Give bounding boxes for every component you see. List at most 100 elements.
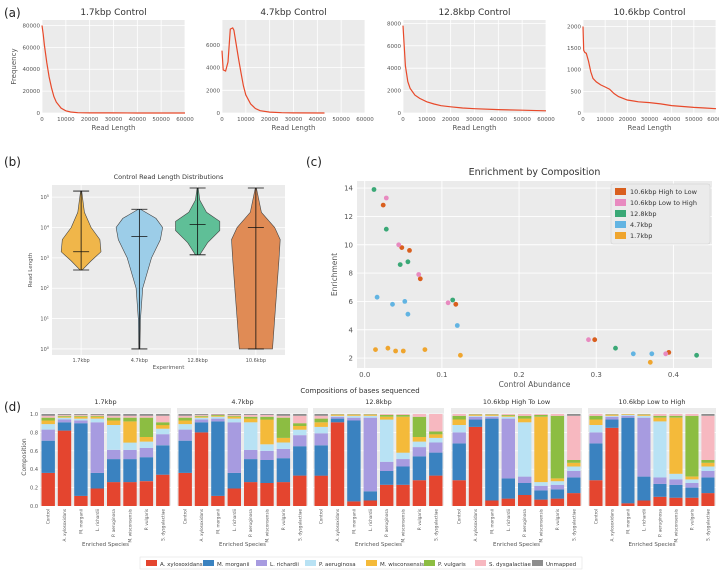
scatter-point <box>592 337 598 343</box>
chart-title: Enrichment by Composition <box>469 167 601 178</box>
bar-segment-pvulgaris <box>685 415 699 477</box>
bar-segment-sdysgalactiae <box>380 414 394 415</box>
x-tick-label: A. xylosoxidans <box>335 509 340 541</box>
scatter-point <box>694 352 699 358</box>
bar-segment-paeruginosa <box>534 482 548 486</box>
bar-segment-axylosoxidans <box>621 503 635 506</box>
bar-segment-pvulgaris <box>347 414 361 415</box>
bar-segment-paeruginosa <box>41 424 55 430</box>
chart-title: 1.7kbp Control <box>80 8 146 18</box>
x-tick-label: 0.4 <box>668 371 680 379</box>
x-tick-label: 1.7kbp <box>73 358 90 364</box>
bar-segment-paeruginosa <box>637 415 651 418</box>
bar-segment-mmorganii <box>468 419 483 427</box>
bar-segment-axylosoxidans <box>605 427 619 506</box>
scatter-point <box>405 311 411 317</box>
x-tick-label: S. dysgalactiae <box>571 509 576 541</box>
bar-segment-mmorganii <box>501 478 515 499</box>
bar-segment-lrichardii <box>605 416 619 420</box>
scatter-point <box>417 276 423 282</box>
bar-segment-paeruginosa <box>314 426 328 434</box>
y-tick-label: 10 <box>344 241 353 249</box>
panel-b-violin-chart: 100 101 102 103 104 105 1.7kbp 4.7kbp 12.8kbp 10.… <box>28 173 285 371</box>
x-tick-label: M. wisconsensis <box>539 509 544 543</box>
line-chart-a1: 0 10000 20000 30000 40000 50000 60000 0 20000 400… <box>10 8 194 132</box>
scatter-point <box>374 294 380 300</box>
x-tick-label: 20000 <box>442 117 460 123</box>
bar-segment-lrichardii <box>260 450 274 460</box>
bar-segment-mmorganii <box>701 477 715 494</box>
scatter-point <box>454 323 460 328</box>
bar-segment-sdysgalactiae <box>107 415 121 418</box>
bar-segment-lrichardii <box>41 429 55 441</box>
scatter-point <box>450 297 456 303</box>
y-tick-label: 0.6 <box>30 449 38 455</box>
stacked-bar-panel: Control A. xylosoxidans M. morganii L. rich… <box>177 398 308 548</box>
bar-segment-mmorganii <box>74 423 88 496</box>
legend-swatch <box>615 188 626 195</box>
y-tick-label: 2000 <box>206 88 220 94</box>
bar-segment-unmapped <box>293 414 307 416</box>
bar-segment-mmorganii <box>244 459 258 483</box>
bar-segment-axylosoxidans <box>276 482 291 506</box>
bar-segment-mmorganii <box>293 446 307 476</box>
bar-segment-axylosoxidans <box>330 422 345 506</box>
legend-box <box>610 183 711 245</box>
panel-d-stacked-bar-charts: Compositions of bases sequenced 0.0 0.2 0.4… <box>21 387 716 570</box>
bar-segment-axylosoxidans <box>156 474 170 506</box>
x-tick-label: 30000 <box>285 117 303 123</box>
bar-segment-paeruginosa <box>194 417 209 420</box>
bar-segment-mwisconsensis <box>293 426 307 430</box>
bar-segment-unmapped <box>57 414 72 415</box>
bar-segment-lrichardii <box>90 422 104 473</box>
bar-segment-lrichardii <box>74 420 88 424</box>
bar-segment-mmorganii <box>211 421 225 496</box>
x-tick-label: 10.6kbp <box>246 358 266 364</box>
bar-segment-sdysgalactiae <box>314 415 328 419</box>
bar-segment-sdysgalactiae <box>276 415 291 418</box>
legend-swatch <box>615 210 626 217</box>
bar-segment-axylosoxidans <box>123 482 137 506</box>
scatter-point <box>385 345 391 351</box>
x-tick-label: 0 <box>40 117 44 123</box>
y-tick-label: 2000 <box>567 24 581 30</box>
bar-segment-paeruginosa <box>429 437 443 443</box>
y-axis-label: Frequency <box>10 48 18 84</box>
bar-segment-mwisconsensis <box>485 414 499 416</box>
scatter-point <box>647 359 653 365</box>
bar-segment-mmorganii <box>90 472 104 489</box>
bar-segment-lrichardii <box>178 429 192 441</box>
bar-segment-unmapped <box>194 414 209 415</box>
bar-segment-paeruginosa <box>701 466 715 471</box>
y-tick-label: 1500 <box>567 46 581 52</box>
bar-segment-sdysgalactiae <box>567 415 581 460</box>
x-tick-label: P. aeruginosa <box>522 509 527 537</box>
x-tick-label: A. xylosoxidans <box>199 509 204 541</box>
bar-segment-unmapped <box>178 414 192 416</box>
bar-segment-sdysgalactiae <box>501 414 515 415</box>
x-tick-label: A. xylosoxidans <box>62 509 67 541</box>
y-tick-label: 4000 <box>387 66 401 72</box>
bar-segment-axylosoxidans <box>485 500 499 506</box>
legend-label: M. wisconsensis <box>380 562 424 568</box>
bar-segment-mmorganii <box>194 422 209 433</box>
bar-segment-mwisconsensis <box>567 462 581 467</box>
bar-segment-pvulgaris <box>567 460 581 463</box>
bar-segment-pvulgaris <box>396 414 410 417</box>
bar-segment-paeruginosa <box>347 415 361 418</box>
bar-segment-pvulgaris <box>429 431 443 435</box>
bar-segment-pvulgaris <box>412 416 427 437</box>
panel-label-b: (b) <box>4 155 21 169</box>
scatter-point <box>373 347 378 352</box>
chart-title: 12.8kbp Control <box>438 8 510 18</box>
scatter-point <box>380 202 386 208</box>
y-axis-label: Enrichment <box>330 253 339 296</box>
scatter-point <box>397 262 403 267</box>
x-tick-label: M. morganii <box>215 509 220 534</box>
bar-segment-lrichardii <box>501 418 515 479</box>
bar-segment-mmorganii <box>380 471 394 485</box>
bar-segment-pvulgaris <box>244 416 258 419</box>
x-tick-label: L. richardii <box>642 509 647 531</box>
chart-title: 10.6kbp Control <box>613 8 685 18</box>
